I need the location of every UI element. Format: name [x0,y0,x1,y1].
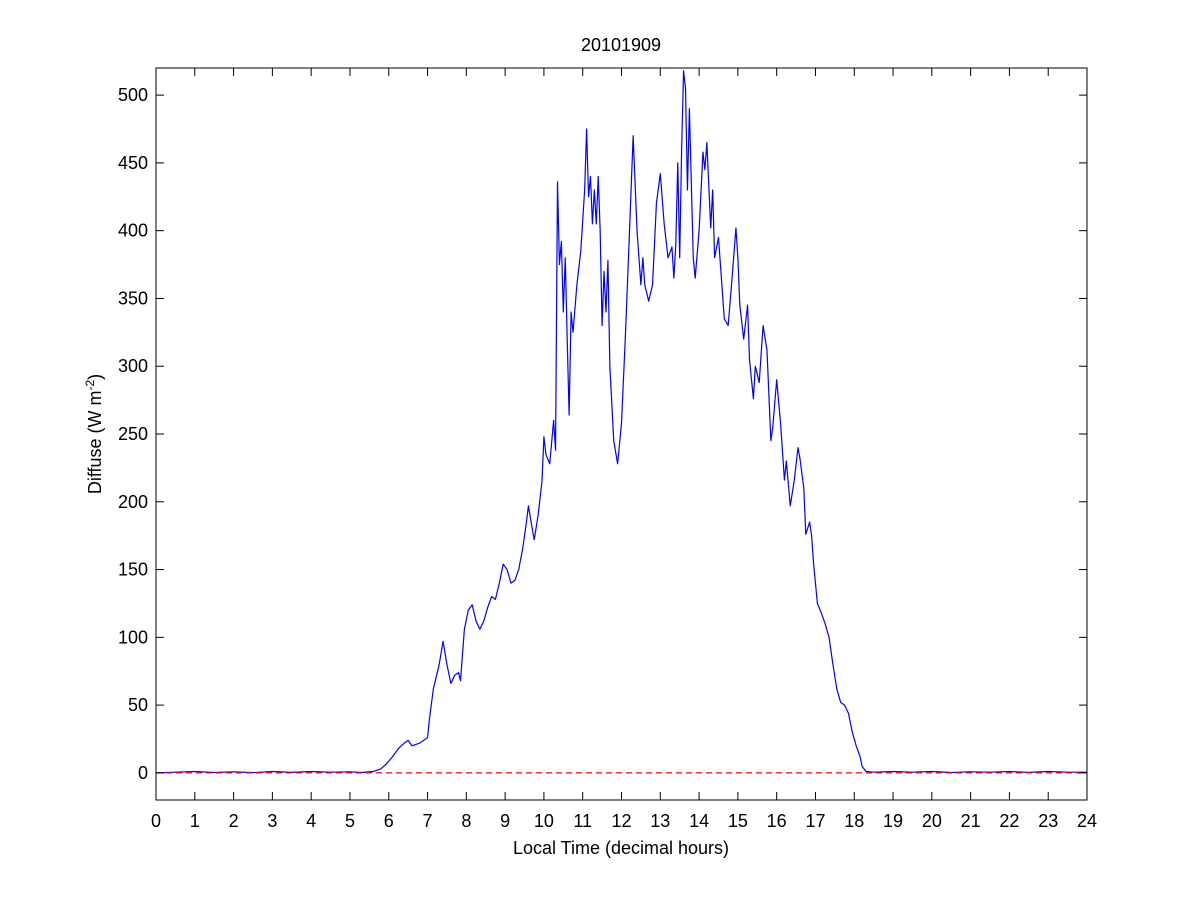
x-tick-label: 21 [961,811,981,831]
x-tick-label: 3 [267,811,277,831]
y-tick-label: 150 [118,560,148,580]
x-tick-label: 12 [611,811,631,831]
x-tick-label: 18 [844,811,864,831]
x-tick-label: 9 [500,811,510,831]
y-tick-label: 100 [118,627,148,647]
x-tick-label: 15 [728,811,748,831]
x-tick-label: 0 [151,811,161,831]
y-tick-label: 500 [118,85,148,105]
x-tick-label: 19 [883,811,903,831]
x-tick-label: 23 [1038,811,1058,831]
plot-area: 0 1 2 3 4 5 6 7 8 9 10 11 12 13 14 15 16 17 18 19 20 21 22 23 24… [118,67,1097,831]
y-tick-label: 400 [118,221,148,241]
x-tick-label: 24 [1077,811,1097,831]
chart-title: 20101909 [581,35,661,55]
x-tick-label: 11 [573,811,592,831]
x-axis-label: Local Time (decimal hours) [513,838,729,858]
y-axis-label: Diffuse (W m-2) [83,374,105,494]
y-axis-label-main: Diffuse (W m [85,390,105,494]
x-tick-label: 7 [423,811,433,831]
x-tick-label: 17 [805,811,825,831]
x-tick-label: 16 [767,811,787,831]
x-tick-label: 10 [534,811,554,831]
x-tick-label: 2 [229,811,239,831]
x-tick-label: 4 [306,811,316,831]
x-tick-label: 14 [689,811,709,831]
series-line [155,70,1087,774]
x-tick-label: 5 [345,811,355,831]
y-tick-label: 300 [118,356,148,376]
y-tick-label: 200 [118,492,148,512]
y-tick-label: 250 [118,424,148,444]
x-tick-label: 13 [650,811,670,831]
y-axis-label-close: ) [85,374,105,380]
y-axis-label-superscript: -2 [83,379,97,390]
y-tick-label: 50 [128,695,148,715]
x-tick-label: 1 [190,811,200,831]
x-tick-label: 20 [922,811,942,831]
y-tick-label: 350 [118,288,148,308]
x-tick-label: 6 [384,811,394,831]
y-tick-label: 450 [118,153,148,173]
y-tick-label: 0 [138,763,148,783]
x-tick-label: 8 [461,811,471,831]
x-tick-label: 22 [999,811,1019,831]
